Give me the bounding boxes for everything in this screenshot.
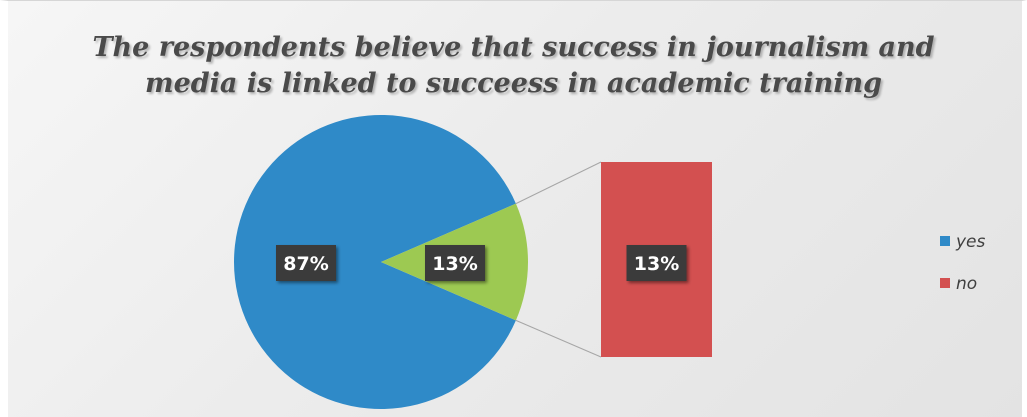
- chart-title-line-1: The respondents believe that success in …: [92, 32, 935, 63]
- svg-text:13%: 13%: [634, 253, 679, 275]
- data-label-yes: 87%: [276, 245, 336, 281]
- chart-title-line-2: media is linked to succeess in academic …: [145, 68, 882, 99]
- data-label-no: 13%: [626, 245, 687, 281]
- connector-line-top: [515, 161, 602, 205]
- connector-line-bottom: [515, 319, 602, 358]
- legend-swatch-no: [940, 278, 950, 288]
- chart-title: The respondents believe that success in …: [0, 30, 1027, 102]
- legend-item-yes: yes: [940, 232, 986, 252]
- pie-slice-yes: [233, 114, 516, 409]
- legend-label-no: no: [956, 274, 977, 294]
- data-label-other: 13%: [425, 245, 485, 281]
- svg-text:13%: 13%: [432, 253, 477, 275]
- legend-item-no: no: [940, 274, 977, 294]
- legend-label-yes: yes: [955, 232, 986, 252]
- svg-text:87%: 87%: [283, 253, 328, 275]
- legend-swatch-yes: [940, 236, 950, 246]
- legend: yes no: [940, 232, 986, 294]
